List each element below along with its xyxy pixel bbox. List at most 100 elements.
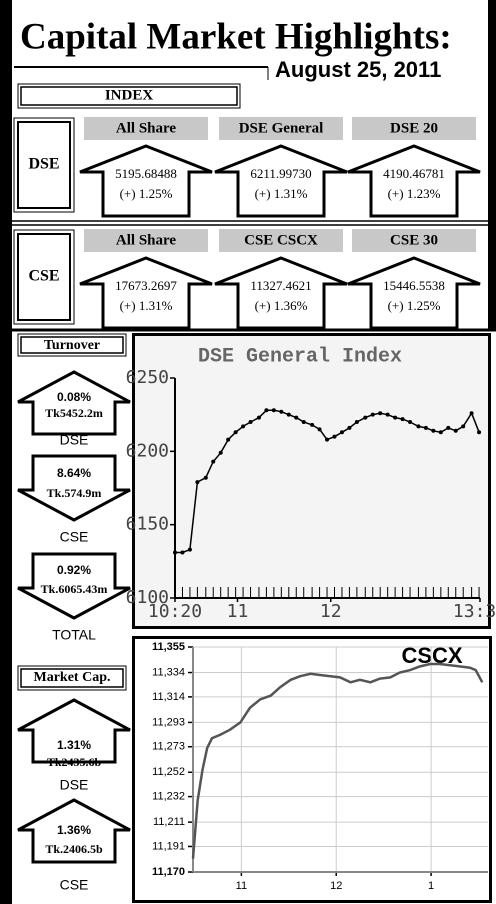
y-tick-label: 6100 [126, 587, 169, 608]
data-point [423, 425, 428, 430]
chart-title: DSE General Index [198, 345, 402, 368]
data-point [469, 411, 474, 416]
x-tick-label: 11 [227, 601, 249, 622]
x-tick-label: 11 [236, 880, 247, 892]
index-header [352, 117, 476, 140]
index-value: 11327.4621 [250, 278, 311, 293]
turnover-box [17, 333, 127, 357]
arrow [79, 256, 213, 330]
data-point [354, 420, 359, 424]
index-value: 15446.5538 [383, 278, 445, 293]
data-point [461, 424, 466, 429]
date: August 25, 2011 [275, 57, 441, 82]
index-name: DSE General [239, 120, 324, 136]
data-point [286, 412, 291, 417]
x-tick-label: 10:20 [148, 601, 202, 622]
data-point [271, 408, 276, 413]
label: CSE [60, 529, 89, 545]
data-point [317, 427, 322, 432]
data-point [438, 430, 443, 435]
index-header [84, 117, 208, 140]
market-cap-box [20, 668, 124, 688]
y-tick-label: 11,334 [152, 666, 185, 678]
arrow [347, 144, 481, 218]
data-point [431, 428, 436, 433]
arrow [17, 698, 131, 764]
data-point [393, 415, 398, 420]
market-box [17, 233, 71, 321]
amount: Tk5452.2m [45, 406, 103, 420]
index-name: All Share [116, 232, 176, 248]
data-point [226, 437, 231, 442]
label: TOTAL [52, 627, 96, 643]
arrow [17, 370, 131, 436]
index-value: 6211.99730 [250, 166, 311, 181]
amount: Tk.574.9m [47, 486, 102, 500]
arrow [17, 798, 131, 864]
index-name: CSE CSCX [244, 232, 318, 248]
data-point [416, 424, 421, 429]
amount: Tk2435.6b [47, 755, 102, 769]
y-tick-label: 11,170 [152, 866, 185, 878]
arrow [17, 454, 131, 522]
market-box [17, 121, 71, 209]
page-title: Capital Market Highlights: [20, 16, 452, 57]
chart-frame [132, 333, 491, 629]
data-point [187, 547, 192, 552]
data-point [211, 459, 216, 464]
left-border [0, 0, 12, 904]
x-tick-label: 12 [330, 880, 342, 892]
index-name: CSE 30 [390, 232, 438, 248]
data-point [408, 420, 413, 424]
data-point [370, 412, 375, 417]
data-point [294, 415, 299, 420]
market-cap-box [17, 665, 127, 691]
index-header [84, 229, 208, 252]
index-change: (+) 1.25% [120, 186, 173, 201]
y-tick-label: 11,252 [152, 766, 185, 778]
data-point [218, 450, 223, 455]
y-tick-label: 11,211 [153, 816, 185, 828]
index-value: 17673.2697 [115, 278, 177, 293]
data-point [264, 408, 269, 413]
turnover-box [20, 336, 124, 354]
data-point [400, 417, 405, 422]
data-point [248, 420, 253, 424]
data-point [446, 425, 451, 430]
y-tick-label: 11,293 [152, 716, 185, 728]
index-value: 5195.68488 [115, 166, 177, 181]
arrow [17, 552, 131, 620]
amount: Tk.6065.43m [41, 582, 108, 596]
arrow [79, 144, 213, 218]
data-point [325, 437, 330, 442]
index-value: 4190.46781 [383, 166, 445, 181]
index-title: INDEX [105, 87, 154, 103]
change: 1.36% [57, 823, 91, 837]
data-point [310, 422, 315, 427]
change: 1.31% [57, 738, 91, 752]
index-name: All Share [116, 120, 176, 136]
index-change: (+) 1.25% [388, 298, 441, 313]
y-tick-label: 11,355 [152, 641, 185, 653]
label: CSE [60, 877, 89, 893]
data-point [301, 420, 306, 424]
data-point [363, 415, 368, 420]
data-point [180, 550, 185, 555]
label: DSE [60, 432, 89, 448]
market-name: CSE [28, 268, 59, 285]
change: 0.92% [57, 563, 91, 577]
change: 8.64% [57, 466, 91, 480]
data-point [241, 424, 246, 429]
market-box [13, 229, 75, 325]
y-tick-label: 6250 [126, 367, 169, 388]
change: 0.08% [57, 390, 91, 404]
index-name: DSE 20 [390, 120, 438, 136]
index-change: (+) 1.36% [255, 298, 308, 313]
data-line [191, 662, 484, 859]
y-tick-label: 11,232 [152, 791, 185, 803]
data-point [453, 428, 458, 433]
data-point [256, 415, 261, 420]
data-point [195, 480, 200, 485]
